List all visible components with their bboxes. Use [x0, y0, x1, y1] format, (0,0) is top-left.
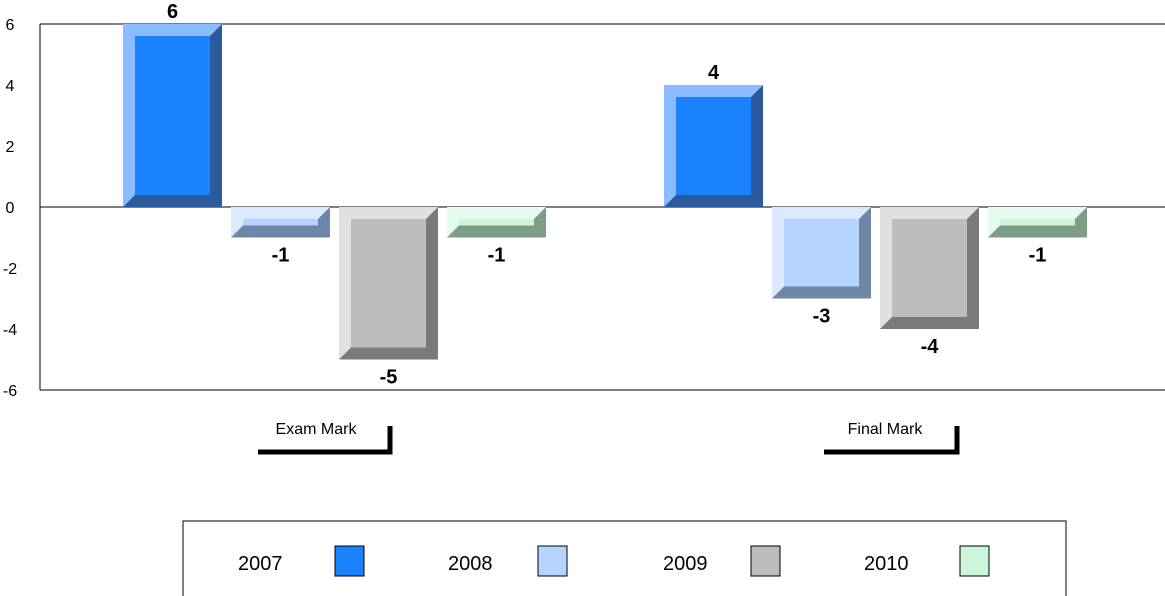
y-tick-label: 0 — [6, 200, 15, 217]
bar-exam-mark-2007 — [123, 24, 222, 207]
category-labels: Exam Mark Final Mark — [258, 421, 960, 455]
bar-exam-mark-2008 — [231, 207, 330, 238]
bar-value-label: 6 — [167, 1, 178, 23]
bar-value-label: -5 — [380, 367, 398, 389]
bars: 6 -1 -5 -1 4 -3 -4 -1 — [123, 1, 1087, 389]
legend-swatch — [334, 545, 365, 577]
legend-label: 2007 — [238, 553, 283, 575]
y-tick-label: 4 — [6, 78, 15, 95]
bar-bevel-light — [880, 207, 979, 329]
legend-swatch — [959, 545, 990, 577]
legend-label: 2008 — [448, 553, 493, 575]
bar-value-label: 4 — [708, 62, 720, 84]
legend-box — [182, 520, 1067, 596]
category-label: Final Mark — [848, 421, 924, 438]
bar-bevel-light — [339, 207, 438, 360]
y-axis-ticks: 6 4 2 0 -2 -4 -6 — [3, 17, 17, 400]
bar-value-label: -4 — [921, 336, 940, 358]
bar-final-mark-2009 — [880, 207, 979, 329]
category-bracket — [258, 426, 393, 455]
bar-final-mark-2007 — [664, 85, 763, 207]
bar-bevel-light — [231, 207, 330, 238]
bar-value-label: -1 — [488, 245, 506, 267]
bar-bevel-light — [988, 207, 1087, 238]
legend-label: 2009 — [663, 553, 708, 575]
bar-exam-mark-2009 — [339, 207, 438, 360]
y-tick-label: -4 — [3, 322, 17, 339]
bar-face — [1000, 219, 1075, 226]
bar-bevel-light — [664, 85, 763, 207]
legend: 2007 2008 2009 2010 — [182, 520, 1067, 596]
bar-face — [243, 219, 318, 226]
bar-bevel-light — [772, 207, 871, 299]
bar-face — [351, 219, 426, 348]
bar-face — [784, 219, 859, 287]
legend-label: 2010 — [864, 553, 909, 575]
bar-face — [892, 219, 967, 317]
y-tick-label: -2 — [3, 261, 17, 278]
legend-swatch — [750, 545, 781, 577]
category-bracket — [824, 426, 960, 455]
bar-value-label: -1 — [1029, 245, 1047, 267]
bar-exam-mark-2010 — [447, 207, 546, 238]
bar-face — [135, 36, 210, 195]
bar-value-label: -3 — [813, 306, 831, 328]
category-label: Exam Mark — [276, 421, 358, 438]
bar-bevel-light — [447, 207, 546, 238]
y-tick-label: -6 — [3, 383, 17, 400]
bar-final-mark-2008 — [772, 207, 871, 299]
bar-bevel-light — [123, 24, 222, 207]
bar-face — [676, 97, 751, 195]
legend-swatch — [537, 545, 568, 577]
y-tick-label: 6 — [6, 17, 15, 34]
y-tick-label: 2 — [6, 139, 15, 156]
bar-face — [459, 219, 534, 226]
bar-final-mark-2010 — [988, 207, 1087, 238]
bar-value-label: -1 — [272, 245, 290, 267]
